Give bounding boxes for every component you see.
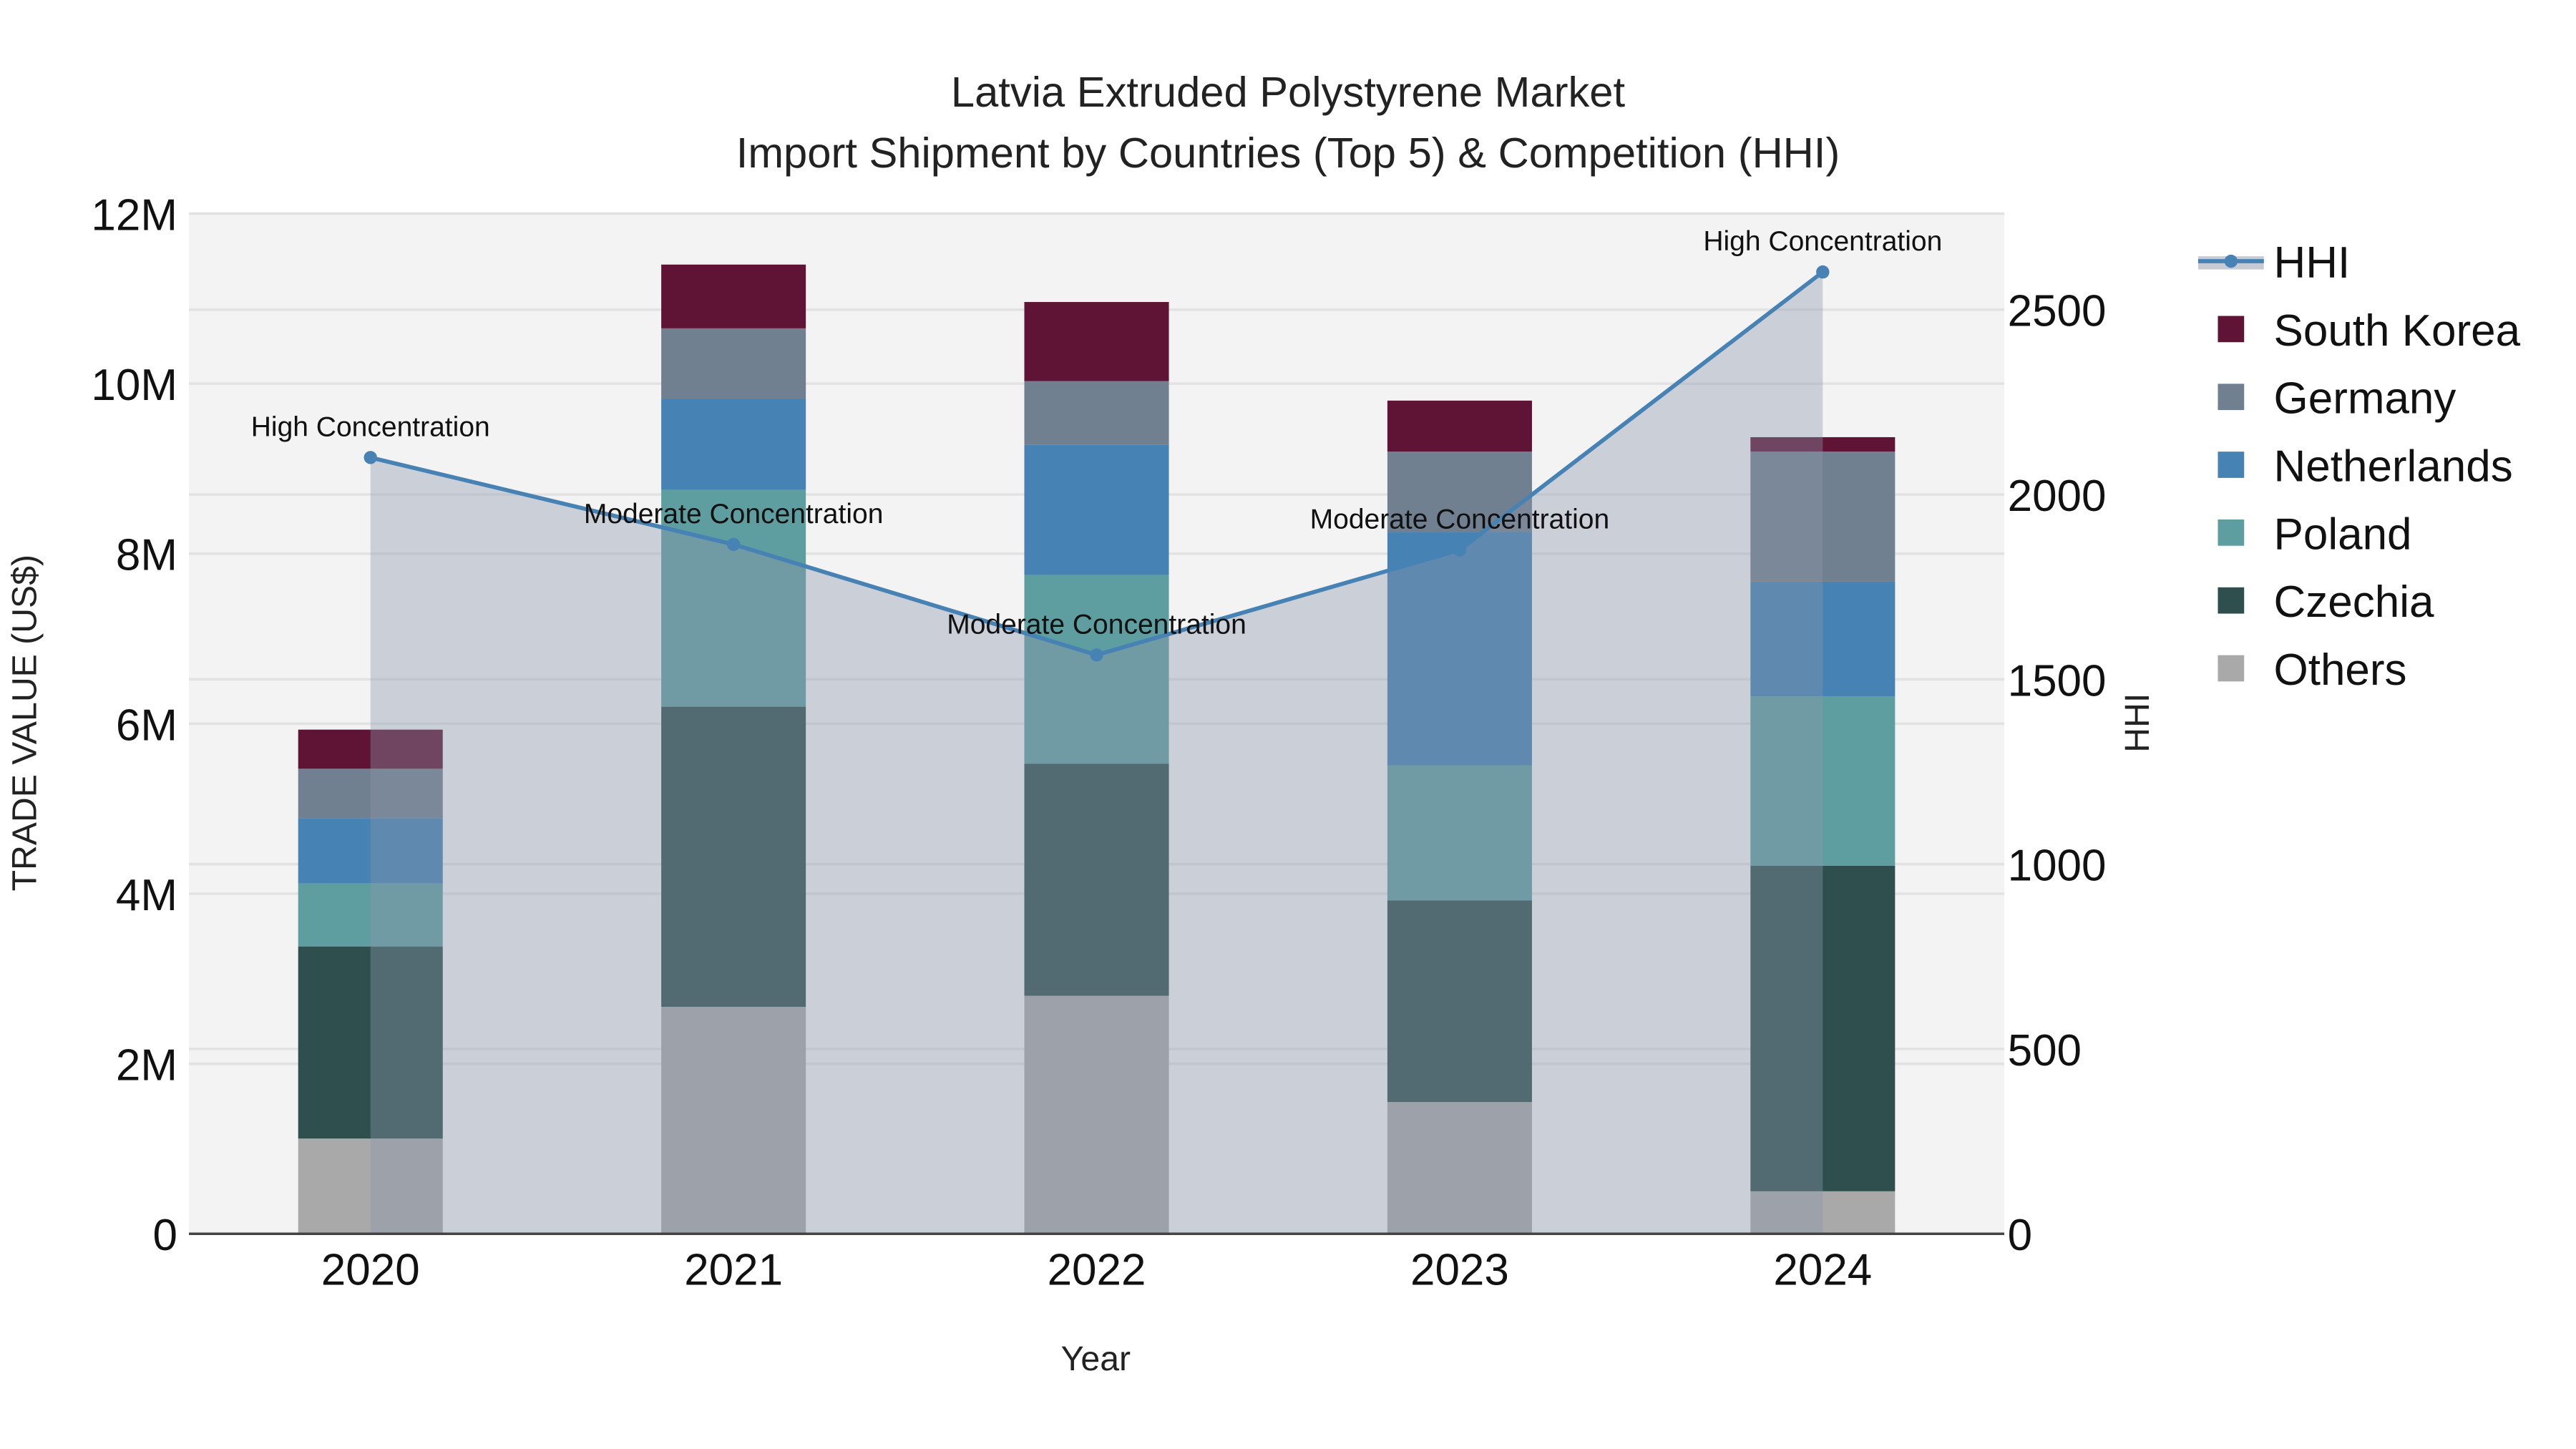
x-tick-label: 2022 xyxy=(1048,1245,1146,1294)
legend-label: Others xyxy=(2274,645,2407,695)
chart-title-line2: Import Shipment by Countries (Top 5) & C… xyxy=(736,129,1840,177)
hhi-point xyxy=(1816,265,1830,279)
bar-others xyxy=(661,1007,806,1234)
y-tick-label: 6M xyxy=(116,701,177,750)
legend-label: HHI xyxy=(2274,238,2351,288)
bar-south-korea xyxy=(661,264,806,328)
y-tick-label: 8M xyxy=(116,531,177,580)
hhi-series: High Concentration Moderate Concentration… xyxy=(251,226,1942,1234)
y2-tick-label: 1500 xyxy=(2008,656,2107,706)
hhi-annotation: Moderate Concentration xyxy=(584,499,884,530)
x-tick-label: 2020 xyxy=(321,1245,420,1294)
y2-tick-label: 2500 xyxy=(2008,287,2107,336)
y-tick-label: 10M xyxy=(91,361,177,410)
hhi-point xyxy=(726,537,741,551)
bar-netherlands xyxy=(1750,581,1896,697)
bar-czechia xyxy=(1750,865,1896,1191)
x-tick-label: 2024 xyxy=(1773,1245,1872,1294)
x-tick-label: 2023 xyxy=(1410,1245,1509,1294)
bar-others xyxy=(298,1138,443,1234)
hhi-area xyxy=(370,272,1823,1234)
x-axis-title: Year xyxy=(1061,1340,1131,1378)
chart-title-line1: Latvia Extruded Polystyrene Market xyxy=(951,68,1626,116)
y-tick-label: 12M xyxy=(91,190,177,240)
legend-label: Germany xyxy=(2274,374,2457,424)
axes: 0 2M 4M 6M 8M 10M 12M 0 500 1000 1500 2000 2500 2020 2… xyxy=(91,190,2106,1294)
bar-germany xyxy=(1750,452,1896,582)
bar-others xyxy=(1750,1191,1896,1234)
bar-poland xyxy=(661,489,806,707)
y2-tick-label: 2000 xyxy=(2008,472,2107,521)
x-tick-label: 2021 xyxy=(684,1245,783,1294)
bar-czechia xyxy=(1387,900,1532,1103)
bar-poland xyxy=(1387,765,1532,901)
y-tick-label: 2M xyxy=(116,1041,177,1091)
bar-south-korea xyxy=(1750,436,1896,452)
legend: HHI South Korea Germany Netherlands Poland Cz… xyxy=(2197,238,2521,695)
hhi-point xyxy=(364,451,377,464)
bar-south-korea xyxy=(1387,400,1532,452)
bar-czechia xyxy=(661,706,806,1008)
y2-axis-title: HHI xyxy=(2118,693,2157,753)
legend-label: South Korea xyxy=(2274,306,2521,356)
y-tick-label: 4M xyxy=(116,871,177,920)
bar-netherlands xyxy=(1024,444,1169,575)
y-tick-label: 0 xyxy=(152,1211,177,1260)
bar-netherlands xyxy=(661,399,806,490)
legend-swatch-czechia xyxy=(2218,587,2245,614)
bar-poland xyxy=(1750,696,1896,866)
bar-poland xyxy=(298,883,443,947)
bar-czechia xyxy=(1024,763,1169,996)
legend-label: Netherlands xyxy=(2274,441,2513,491)
legend-hhi-marker xyxy=(2224,254,2238,268)
y2-tick-label: 0 xyxy=(2008,1211,2032,1260)
bars xyxy=(298,264,1896,1234)
bar-germany xyxy=(661,328,806,399)
legend-label: Czechia xyxy=(2274,577,2434,627)
legend-swatch-others xyxy=(2218,655,2245,682)
bar-netherlands xyxy=(1387,532,1532,766)
bar-south-korea xyxy=(298,729,443,769)
y2-tick-label: 500 xyxy=(2008,1026,2082,1075)
hhi-point xyxy=(1090,648,1103,662)
bar-others xyxy=(1024,995,1169,1234)
hhi-point xyxy=(1453,543,1467,557)
bar-germany xyxy=(298,769,443,819)
hhi-annotation: High Concentration xyxy=(251,412,490,443)
hhi-annotation: High Concentration xyxy=(1703,226,1942,257)
hhi-annotation: Moderate Concentration xyxy=(947,609,1246,640)
bar-poland xyxy=(1024,575,1169,764)
y2-tick-label: 1000 xyxy=(2008,841,2107,891)
bar-germany xyxy=(1024,381,1169,445)
bar-germany xyxy=(1387,452,1532,533)
y-axis-title: TRADE VALUE (US$) xyxy=(6,555,44,892)
bar-czechia xyxy=(298,946,443,1139)
hhi-annotation: Moderate Concentration xyxy=(1310,504,1610,535)
bar-netherlands xyxy=(298,818,443,884)
legend-swatch-poland xyxy=(2218,519,2245,546)
legend-label: Poland xyxy=(2274,509,2412,559)
bar-south-korea xyxy=(1024,302,1169,381)
legend-swatch-south-korea xyxy=(2218,316,2245,343)
bar-others xyxy=(1387,1102,1532,1234)
legend-swatch-germany xyxy=(2218,384,2245,411)
legend-swatch-netherlands xyxy=(2218,452,2245,478)
